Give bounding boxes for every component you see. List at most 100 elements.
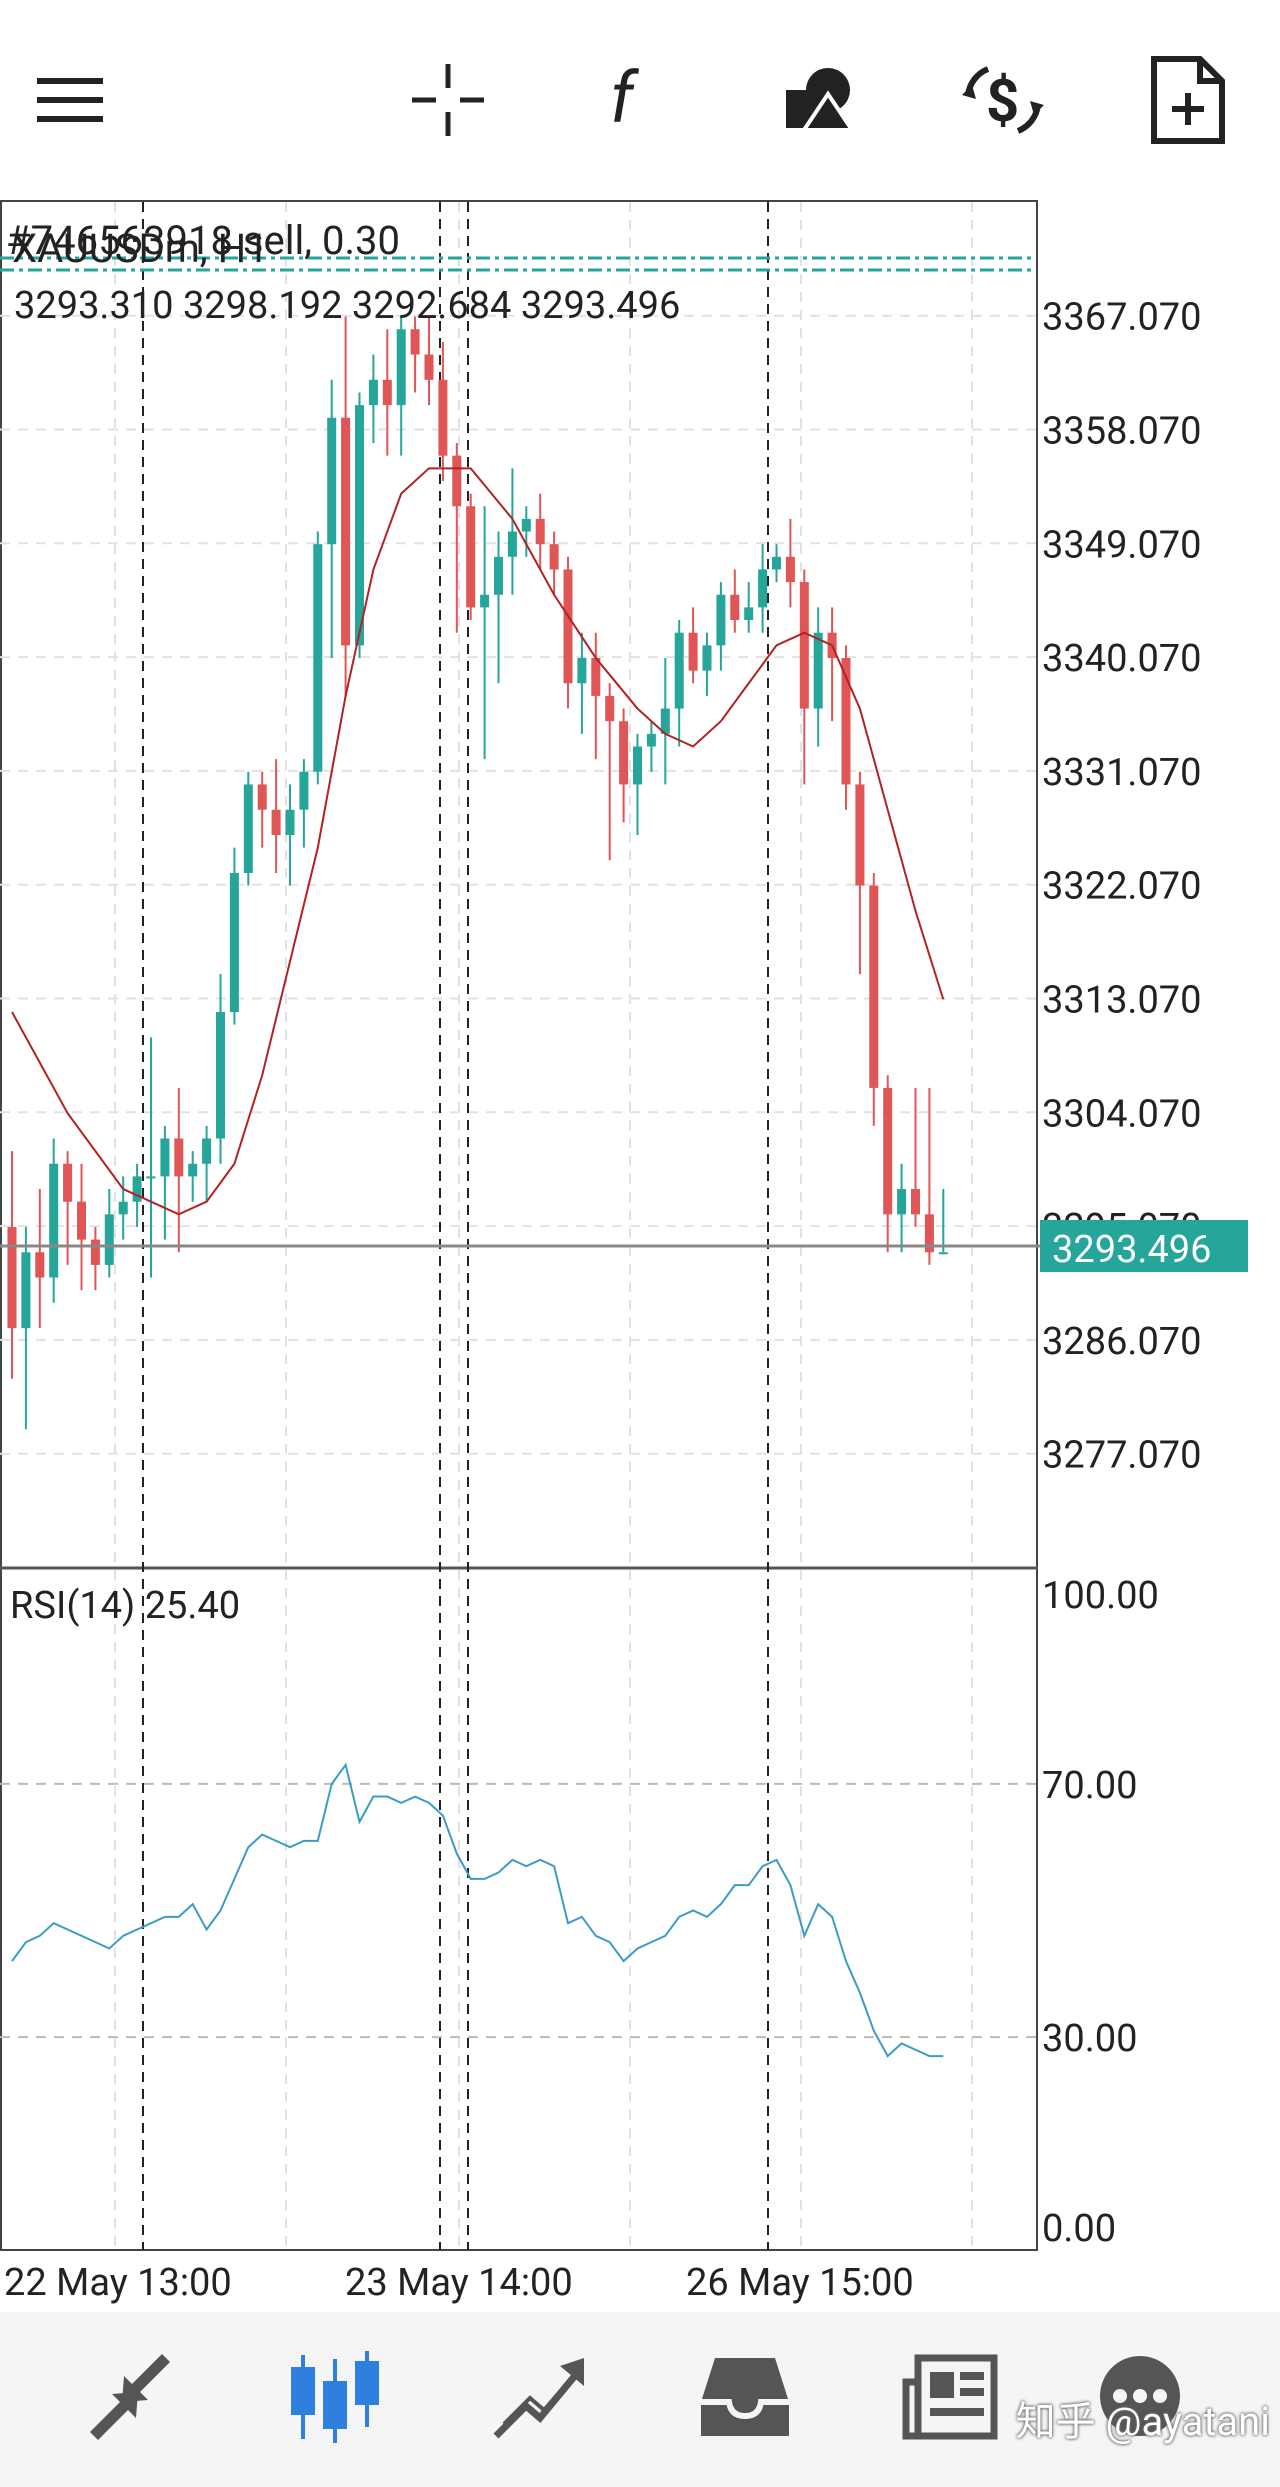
candle-body <box>660 708 670 734</box>
price-axis-label: 3340.070 <box>1042 637 1202 681</box>
candle-body <box>104 1214 114 1265</box>
nav-quotes[interactable] <box>75 2342 185 2452</box>
grid <box>0 202 1036 2250</box>
candle-body <box>702 645 712 671</box>
price-axis-label: 3349.070 <box>1042 523 1202 567</box>
trade-nav-icon <box>493 2358 584 2439</box>
nav-history[interactable] <box>690 2342 800 2452</box>
period-separators <box>142 202 769 2250</box>
candle-body <box>410 329 420 355</box>
candle-body <box>785 556 795 583</box>
candle-body <box>341 417 351 646</box>
candle-body <box>146 1176 156 1179</box>
candle-body <box>271 809 281 836</box>
rsi-axis-label: 100.00 <box>1042 1574 1159 1618</box>
candle-body <box>299 771 309 810</box>
candle-body <box>77 1201 86 1240</box>
candle-body <box>938 1252 948 1255</box>
candle-body <box>368 379 378 406</box>
watermark: 知乎 @ayatani <box>1015 2398 1270 2445</box>
candle-body <box>799 582 809 709</box>
time-axis-label: 26 May 15:00 <box>686 2261 914 2305</box>
candle-body <box>605 695 615 722</box>
candle-body <box>174 1138 184 1177</box>
crosshair-icon[interactable] <box>403 55 493 145</box>
candle-body <box>855 784 865 886</box>
current-price-tag <box>1040 1220 1248 1272</box>
candle-body <box>646 733 656 747</box>
candle-body <box>674 632 684 709</box>
candle-body <box>924 1214 934 1253</box>
news-icon <box>902 2354 998 2440</box>
candle-body <box>758 569 768 608</box>
candle-body <box>90 1239 100 1265</box>
candle-body <box>688 632 698 671</box>
candle-body <box>160 1138 170 1177</box>
price-axis: 3367.070 3358.070 3349.070 3340.070 3331.070… <box>1042 296 1202 1478</box>
candle-body <box>772 556 781 570</box>
svg-text:f: f <box>610 60 640 140</box>
candle-body <box>869 885 879 1088</box>
objects-icon[interactable] <box>773 55 863 145</box>
candle-body <box>577 657 587 684</box>
candle-body <box>382 379 392 406</box>
quotes-icon <box>90 2354 170 2440</box>
messages-icon <box>1100 2356 1180 2436</box>
time-axis-label: 23 May 14:00 <box>345 2261 573 2305</box>
price-axis-label: 3304.070 <box>1042 1092 1202 1136</box>
price-axis-label: 3286.070 <box>1042 1320 1202 1364</box>
function-icon[interactable]: f <box>588 55 678 145</box>
candle-body <box>132 1176 142 1202</box>
bottom-nav: 知乎 @ayatani <box>0 2312 1280 2487</box>
nav-news[interactable] <box>895 2342 1005 2452</box>
candle-body <box>716 594 726 646</box>
candle-body <box>438 379 448 456</box>
candle-body <box>633 746 642 785</box>
rsi-label: RSI(14) 25.40 <box>10 1584 240 1628</box>
candle-body <box>285 809 295 836</box>
nav-chart[interactable] <box>280 2342 390 2452</box>
candle-body <box>507 531 517 557</box>
candles <box>7 316 948 1430</box>
price-axis-label: 3277.070 <box>1042 1434 1202 1478</box>
new-order-icon[interactable] <box>1143 55 1233 145</box>
menu-icon[interactable] <box>25 55 115 145</box>
time-axis-label: 22 May 13:00 <box>4 2261 232 2305</box>
symbol-label: XAUUSDm, H1 <box>12 225 269 272</box>
candle-body <box>619 721 629 785</box>
rsi-line <box>11 1762 944 2058</box>
candle-body <box>452 455 462 507</box>
candle-body <box>327 417 337 545</box>
candle-body <box>563 569 573 684</box>
history-icon <box>701 2358 789 2436</box>
chart-area[interactable]: 3367.070 3358.070 3349.070 3340.070 3331.070… <box>0 200 1280 2310</box>
candle-body <box>494 556 503 595</box>
trade-icon[interactable]: $ <box>958 55 1048 145</box>
candle-body <box>49 1163 59 1278</box>
candle-body <box>355 405 364 646</box>
nav-trade[interactable] <box>485 2342 595 2452</box>
time-axis: 22 May 13:00 23 May 14:00 26 May 15:00 <box>4 2261 914 2305</box>
price-axis-label: 3358.070 <box>1042 409 1202 453</box>
nav-messages[interactable] <box>1085 2342 1195 2452</box>
candle-body <box>257 784 267 810</box>
candle-body <box>21 1252 31 1329</box>
moving-average-line <box>11 467 945 1216</box>
candle-body <box>188 1163 198 1177</box>
candle-body <box>841 657 851 785</box>
candle-body <box>911 1189 920 1215</box>
price-chart[interactable]: 3367.070 3358.070 3349.070 3340.070 3331.070… <box>0 200 1280 2310</box>
price-axis-label: 3331.070 <box>1042 751 1202 795</box>
price-axis-label: 3367.070 <box>1042 296 1202 340</box>
rsi-axis: 100.00 70.00 30.00 0.00 <box>1042 1574 1159 2251</box>
candle-body <box>216 1012 225 1139</box>
candle-body <box>313 544 323 772</box>
order-line-label: #746563918 sell, 0.30 <box>6 217 400 264</box>
candle-body <box>63 1163 73 1202</box>
rsi-axis-label: 70.00 <box>1042 1764 1137 1808</box>
rsi-axis-label: 30.00 <box>1042 2017 1137 2061</box>
candle-body <box>535 518 545 545</box>
current-price-value: 3293.496 <box>1052 1228 1212 1272</box>
candle-body <box>813 632 823 709</box>
candle-body <box>883 1087 893 1215</box>
